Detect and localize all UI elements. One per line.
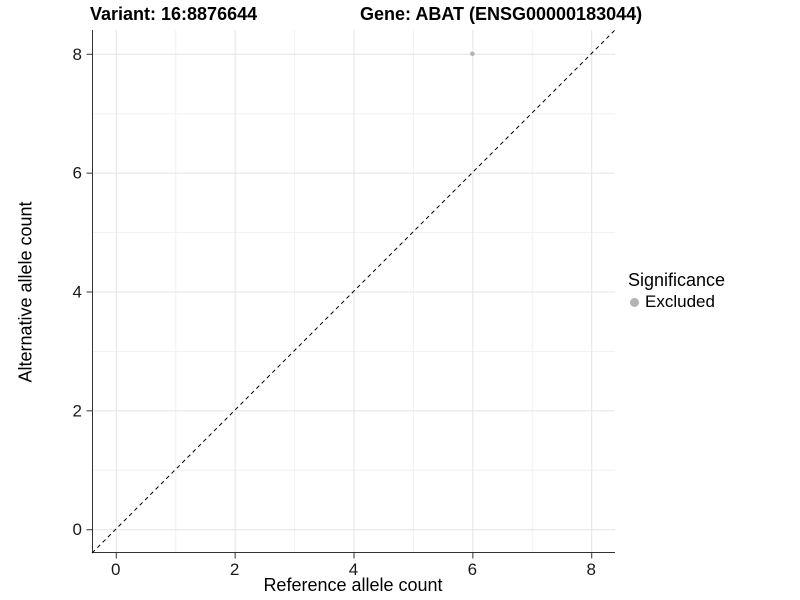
legend-point-swatch	[630, 297, 639, 307]
data-point	[470, 51, 475, 57]
x-tick-label: 2	[230, 560, 239, 579]
legend-title: Significance	[628, 270, 726, 290]
y-tick-label: 8	[73, 45, 82, 64]
x-tick-label: 8	[586, 560, 595, 579]
plot-canvas: 0 2 4 6 8 0 2 4 6 8	[73, 29, 616, 579]
y-tick-label: 4	[73, 283, 82, 302]
y-tick-label: 6	[73, 164, 82, 183]
legend-item-excluded: Excluded	[626, 292, 725, 312]
identity-reference-line	[91, 29, 616, 554]
x-tick-label: 6	[468, 560, 477, 579]
y-axis-title: Alternative allele count	[15, 201, 36, 383]
plot-title-gene: Gene: ABAT (ENSG00000183044)	[360, 4, 643, 24]
y-tick-label: 0	[73, 520, 82, 539]
y-tick-label: 2	[73, 401, 82, 420]
x-tick-label: 0	[111, 560, 120, 579]
x-axis-title: Reference allele count	[263, 575, 443, 595]
x-tick-label: 4	[349, 560, 358, 579]
plot-panel: 0 2 4 6 8 0 2 4 6 8	[73, 29, 616, 579]
legend-item-label: Excluded	[645, 292, 715, 311]
plot-title-variant: Variant: 16:8876644	[90, 4, 258, 24]
legend: Significance Excluded	[626, 269, 725, 312]
